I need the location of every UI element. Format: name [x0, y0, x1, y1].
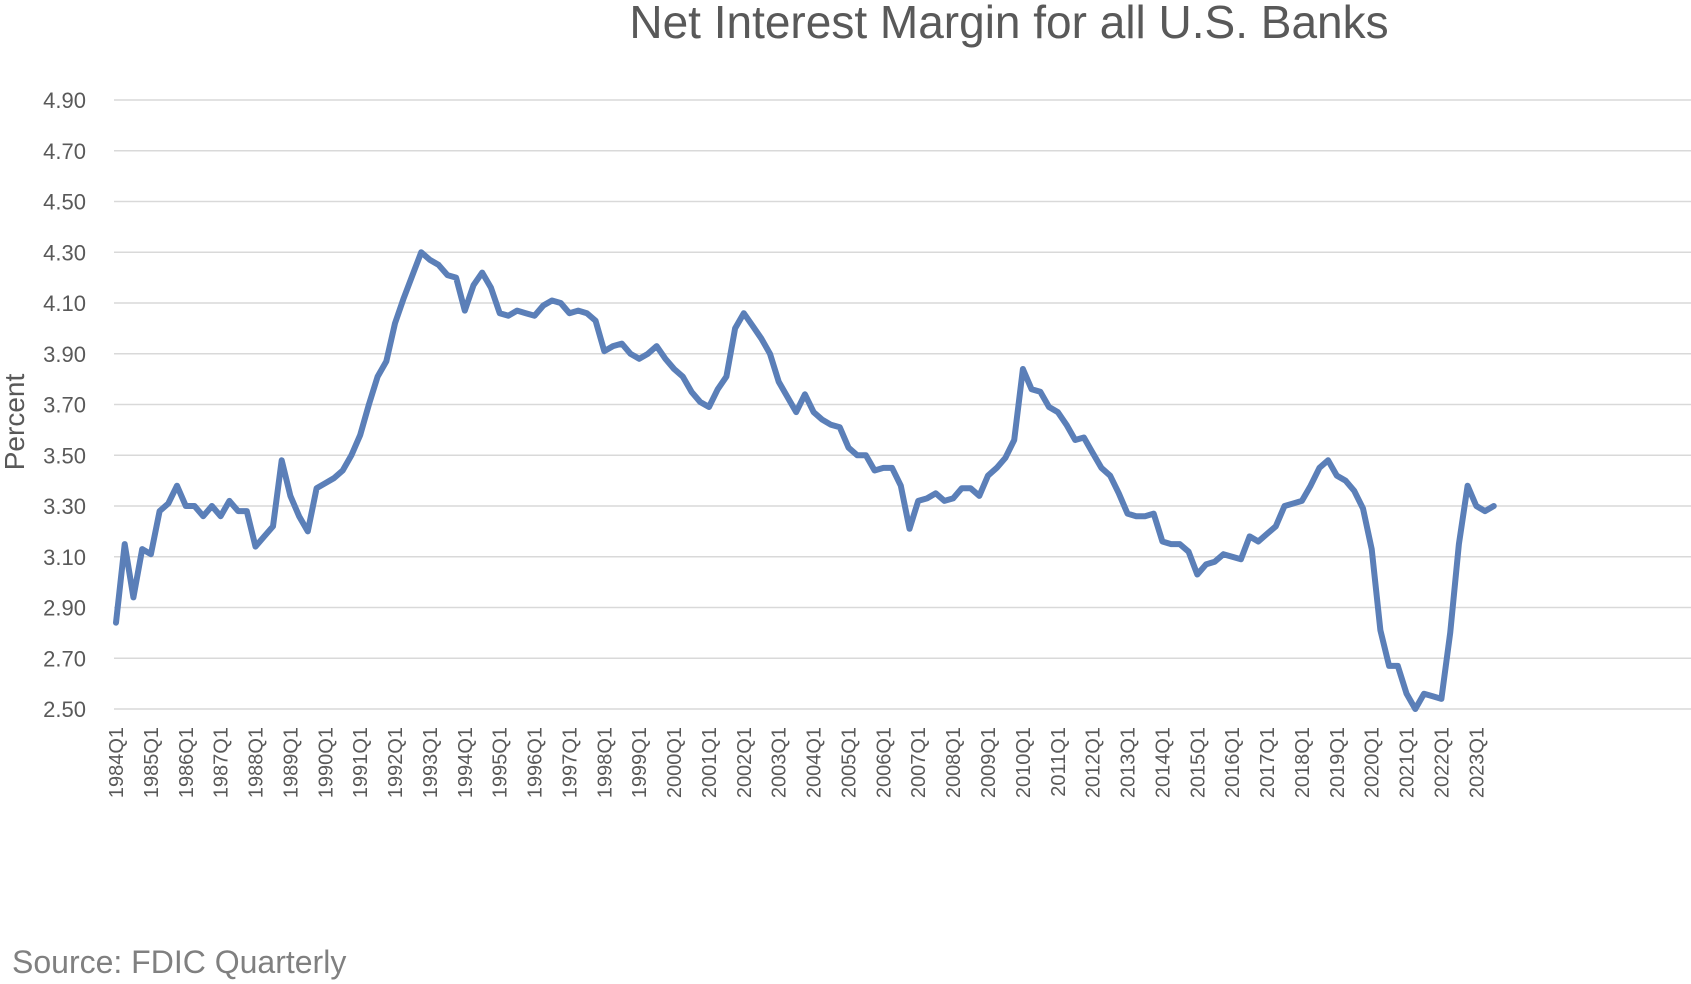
- y-tick-label: 3.90: [43, 342, 86, 367]
- y-tick-label: 3.10: [43, 545, 86, 570]
- x-tick-label: 2007Q1: [908, 727, 930, 798]
- x-tick-label: 1986Q1: [176, 727, 198, 798]
- x-tick-label: 2003Q1: [769, 727, 791, 798]
- x-tick-label: 1990Q1: [315, 727, 337, 798]
- y-tick-label: 2.50: [43, 697, 86, 722]
- x-tick-label: 1997Q1: [559, 727, 581, 798]
- y-tick-label: 4.90: [43, 88, 86, 113]
- x-tick-label: 2020Q1: [1362, 727, 1384, 798]
- x-tick-label: 1984Q1: [106, 727, 128, 798]
- x-tick-label: 1992Q1: [385, 727, 407, 798]
- chart-title: Net Interest Margin for all U.S. Banks: [629, 0, 1388, 48]
- x-tick-label: 2014Q1: [1152, 727, 1174, 798]
- y-axis-label: Percent: [0, 374, 30, 471]
- y-tick-label: 4.30: [43, 240, 86, 265]
- x-tick-label: 1999Q1: [629, 727, 651, 798]
- x-tick-label: 2016Q1: [1222, 727, 1244, 798]
- x-tick-label: 1987Q1: [211, 727, 233, 798]
- x-tick-label: 1991Q1: [350, 727, 372, 798]
- x-tick-label: 1996Q1: [525, 727, 547, 798]
- x-tick-label: 2010Q1: [1013, 727, 1035, 798]
- series-layer: [113, 249, 1497, 712]
- x-tick-label: 2001Q1: [699, 727, 721, 798]
- x-tick-label: 2000Q1: [664, 727, 686, 798]
- x-tick-label: 2019Q1: [1327, 727, 1349, 798]
- x-tick-label: 2022Q1: [1431, 727, 1453, 798]
- y-tick-label: 3.50: [43, 443, 86, 468]
- x-tick-label: 2023Q1: [1466, 727, 1488, 798]
- x-tick-label: 1988Q1: [246, 727, 268, 798]
- x-tick-label: 2015Q1: [1187, 727, 1209, 798]
- y-tick-label: 4.50: [43, 190, 86, 215]
- y-tick-label: 3.70: [43, 393, 86, 418]
- x-tick-label: 1993Q1: [420, 727, 442, 798]
- x-tick-label: 1985Q1: [141, 727, 163, 798]
- y-tick-label: 3.30: [43, 494, 86, 519]
- x-tick-label: 2009Q1: [978, 727, 1000, 798]
- y-tick-label: 2.70: [43, 646, 86, 671]
- y-tick-label: 4.10: [43, 291, 86, 316]
- y-axis-ticks: 2.50 2.70 2.90 3.10 3.30 3.50 3.70 3.90 4.10 4.30…: [43, 88, 86, 722]
- y-tick-label: 2.90: [43, 596, 86, 621]
- x-tick-label: 2017Q1: [1257, 727, 1279, 798]
- y-tick-label: 4.70: [43, 139, 86, 164]
- x-tick-label: 1998Q1: [594, 727, 616, 798]
- source-note: Source: FDIC Quarterly: [12, 944, 347, 980]
- x-tick-label: 2018Q1: [1292, 727, 1314, 798]
- x-tick-label: 2008Q1: [943, 727, 965, 798]
- x-tick-label: 1989Q1: [280, 727, 302, 798]
- x-tick-label: 1995Q1: [490, 727, 512, 798]
- series-line: [113, 249, 1497, 712]
- x-tick-label: 2005Q1: [838, 727, 860, 798]
- x-tick-label: 2004Q1: [804, 727, 826, 798]
- x-tick-label: 2011Q1: [1048, 727, 1070, 797]
- x-axis-ticks: 1984Q1 1985Q1 1986Q1 1987Q1 1988Q1 1989Q1 1990…: [106, 727, 1488, 798]
- x-tick-label: 2006Q1: [873, 727, 895, 798]
- x-tick-label: 1994Q1: [455, 727, 477, 798]
- x-tick-label: 2002Q1: [734, 727, 756, 798]
- x-tick-label: 2012Q1: [1083, 727, 1105, 798]
- x-tick-label: 2013Q1: [1118, 727, 1140, 798]
- x-tick-label: 2021Q1: [1397, 727, 1419, 798]
